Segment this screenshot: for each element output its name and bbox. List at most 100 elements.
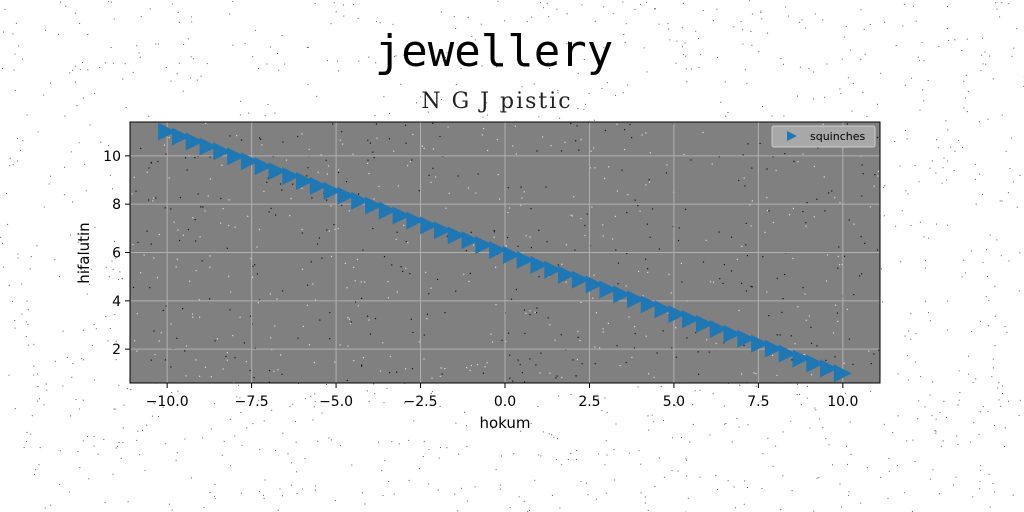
noise-dot [467, 17, 469, 18]
noise-dot [38, 464, 40, 466]
noise-dot [307, 46, 309, 48]
noise-dot [257, 68, 259, 69]
noise-dot [761, 488, 763, 489]
plot-noise-dot [198, 299, 200, 301]
plot-noise-dot [373, 198, 375, 200]
plot-noise-dot [876, 136, 879, 139]
noise-dot [457, 510, 459, 512]
noise-dot [26, 114, 28, 116]
noise-dot [583, 59, 585, 60]
plot-noise-dot [877, 170, 880, 172]
plot-noise-dot [135, 190, 137, 192]
noise-dot [190, 16, 192, 18]
noise-dot [911, 510, 913, 512]
plot-noise-dot [723, 264, 725, 266]
plot-noise-dot [192, 316, 194, 318]
plot-noise-dot [515, 153, 517, 155]
noise-dot [258, 491, 260, 492]
noise-dot [94, 92, 96, 94]
plot-noise-dot [396, 371, 398, 373]
data-point [323, 181, 342, 200]
plot-noise-dot [292, 183, 294, 185]
plot-noise-dot [199, 236, 201, 238]
plot-noise-dot [555, 377, 557, 379]
noise-dot [548, 16, 550, 18]
plot-noise-dot [439, 375, 441, 377]
plot-noise-dot [529, 236, 531, 238]
data-point [213, 142, 232, 161]
plot-noise-dot [432, 148, 434, 150]
noise-dot [996, 239, 998, 241]
noise-dot [381, 470, 383, 472]
plot-noise-dot [634, 333, 636, 335]
noise-dot [615, 423, 617, 425]
noise-dot [206, 63, 208, 65]
plot-noise-dot [766, 209, 769, 212]
plot-noise-dot [318, 237, 320, 239]
plot-noise-dot [515, 288, 517, 291]
plot-noise-dot [633, 347, 636, 349]
noise-dot [278, 69, 280, 71]
noise-dot [50, 504, 52, 506]
plot-noise-dot [624, 129, 626, 131]
noise-dot [104, 502, 106, 504]
noise-dot [954, 150, 956, 152]
data-point [654, 300, 673, 319]
plot-noise-dot [805, 225, 807, 227]
plot-noise-dot [495, 304, 497, 306]
plot-noise-dot [768, 210, 770, 212]
noise-dot [787, 15, 789, 17]
plot-noise-dot [372, 227, 374, 230]
noise-dot [975, 203, 977, 205]
plot-noise-dot [816, 198, 818, 200]
noise-dot [935, 223, 937, 225]
data-point [240, 152, 259, 171]
noise-dot [978, 433, 980, 435]
noise-dot [431, 391, 433, 393]
noise-dot [843, 36, 845, 38]
noise-dot [376, 20, 377, 22]
noise-dot [48, 183, 50, 185]
plot-noise-dot [157, 160, 159, 163]
noise-dot [27, 324, 29, 325]
noise-dot [863, 28, 865, 30]
noise-dot [351, 464, 353, 466]
plot-noise-dot [736, 258, 738, 260]
noise-dot [480, 23, 482, 25]
noise-dot [139, 56, 141, 58]
noise-dot [934, 430, 936, 431]
plot-noise-dot [361, 365, 363, 367]
noise-dot [460, 68, 462, 70]
noise-dot [408, 439, 410, 441]
noise-dot [25, 321, 27, 323]
noise-dot [932, 469, 934, 471]
noise-dot [841, 506, 843, 508]
noise-dot [797, 95, 798, 97]
noise-dot [989, 55, 991, 57]
plot-noise-dot [209, 266, 211, 268]
noise-dot [910, 313, 912, 315]
plot-noise-dot [341, 204, 343, 206]
plot-noise-dot [709, 281, 712, 283]
noise-dot [940, 445, 942, 447]
noise-dot [1012, 181, 1014, 183]
plot-noise-dot [697, 351, 699, 353]
noise-dot [175, 459, 177, 461]
noise-dot [658, 23, 660, 25]
plot-noise-dot [236, 135, 238, 137]
noise-dot [998, 381, 1000, 383]
x-tick-label: −10.0 [146, 394, 189, 410]
noise-dot [428, 449, 430, 450]
plot-noise-dot [228, 224, 230, 227]
noise-dot [471, 35, 473, 37]
noise-dot [839, 88, 841, 90]
noise-dot [229, 465, 231, 467]
plot-noise-dot [346, 379, 348, 381]
plot-noise-dot [677, 239, 680, 242]
noise-dot [146, 424, 148, 426]
noise-dot [114, 408, 116, 410]
noise-dot [685, 55, 687, 57]
noise-dot [655, 8, 656, 10]
plot-noise-dot [350, 321, 352, 323]
plot-noise-dot [602, 235, 604, 237]
